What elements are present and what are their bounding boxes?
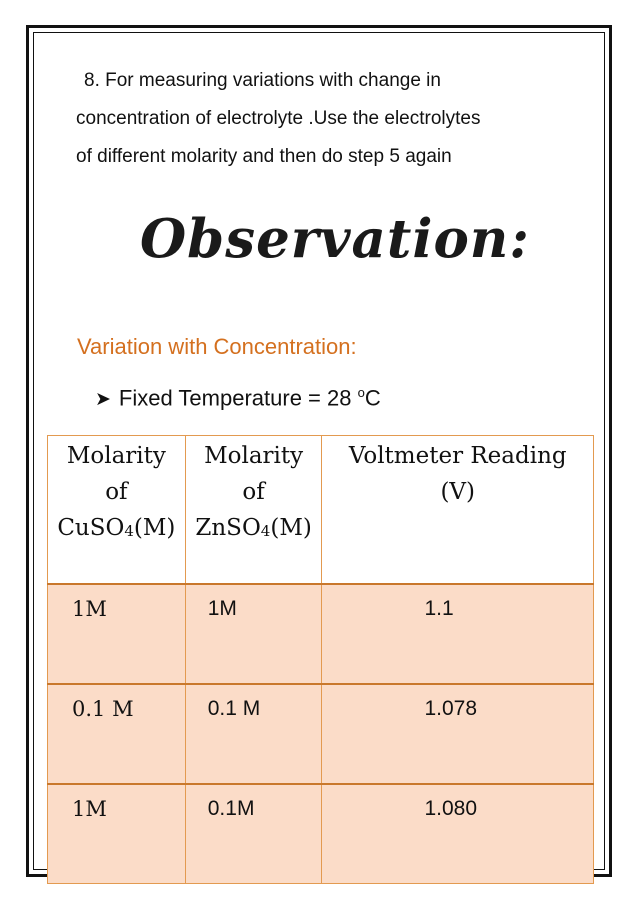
cell-cuso4: 1M (47, 783, 186, 884)
formula-unit: (M) (270, 515, 312, 541)
header-text: of (105, 479, 128, 505)
cell-voltage: 1.078 (321, 683, 594, 785)
header-text: of (242, 479, 265, 505)
table-row: 1M 1M 1.1 (47, 583, 594, 685)
intro-paragraph: 8. For measuring variations with change … (76, 62, 616, 176)
header-text: Molarity (66, 443, 166, 469)
table-row: 1M 0.1M 1.080 (47, 783, 594, 884)
formula-unit: (M) (133, 515, 176, 541)
intro-line-1: 8. For measuring variations with change … (84, 70, 441, 91)
fixed-temperature-text: Fixed Temperature = 28 (118, 385, 352, 411)
header-text: Voltmeter Reading (348, 443, 567, 469)
cell-voltage: 1.1 (321, 583, 594, 685)
cell-znso4: 0.1 M (184, 683, 323, 785)
cell-cuso4: 1M (47, 583, 186, 685)
variation-subheading: Variation with Concentration: (77, 334, 357, 359)
header-text: Molarity (204, 443, 304, 469)
table-header-row: Molarity of CuSO4(M) Molarity of ZnSO4(M… (47, 435, 594, 585)
temperature-unit: C (364, 385, 381, 411)
header-cuso4: Molarity of CuSO4(M) (47, 435, 186, 585)
arrow-bullet-icon: ➤ (95, 389, 111, 411)
formula-subscript: 4 (260, 522, 271, 540)
observation-heading: Observation: (140, 208, 530, 270)
header-text: (V) (440, 479, 476, 505)
cell-znso4: 0.1M (184, 783, 323, 884)
header-znso4: Molarity of ZnSO4(M) (184, 435, 323, 585)
degree-symbol: o (357, 385, 365, 400)
fixed-temperature-item: ➤ Fixed Temperature = 28 oC (95, 385, 381, 411)
intro-line-2: concentration of electrolyte .Use the el… (76, 108, 481, 129)
observation-table: Molarity of CuSO4(M) Molarity of ZnSO4(M… (47, 435, 594, 884)
formula-text: ZnSO (195, 515, 261, 541)
formula-subscript: 4 (124, 522, 134, 540)
cell-voltage: 1.080 (321, 783, 594, 884)
cell-znso4: 1M (184, 583, 323, 685)
header-text: ZnSO4(M) (186, 510, 322, 549)
formula-text: CuSO (57, 515, 125, 541)
table-row: 0.1 M 0.1 M 1.078 (47, 683, 594, 785)
header-voltmeter: Voltmeter Reading (V) (321, 435, 594, 585)
header-text: CuSO4(M) (48, 510, 185, 549)
cell-cuso4: 0.1 M (47, 683, 186, 785)
intro-line-3: of different molarity and then do step 5… (76, 146, 452, 167)
